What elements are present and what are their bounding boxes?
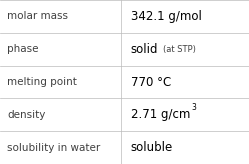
Text: density: density [7, 110, 46, 120]
Text: (at STP): (at STP) [163, 45, 196, 54]
Text: solubility in water: solubility in water [7, 143, 101, 153]
Text: 3: 3 [191, 103, 196, 112]
Text: solid: solid [131, 43, 158, 56]
Text: phase: phase [7, 44, 39, 54]
Text: molar mass: molar mass [7, 11, 68, 21]
Text: 342.1 g/mol: 342.1 g/mol [131, 10, 202, 23]
Text: soluble: soluble [131, 141, 173, 154]
Text: 2.71 g/cm: 2.71 g/cm [131, 108, 190, 121]
Text: 770 °C: 770 °C [131, 75, 171, 89]
Text: melting point: melting point [7, 77, 77, 87]
